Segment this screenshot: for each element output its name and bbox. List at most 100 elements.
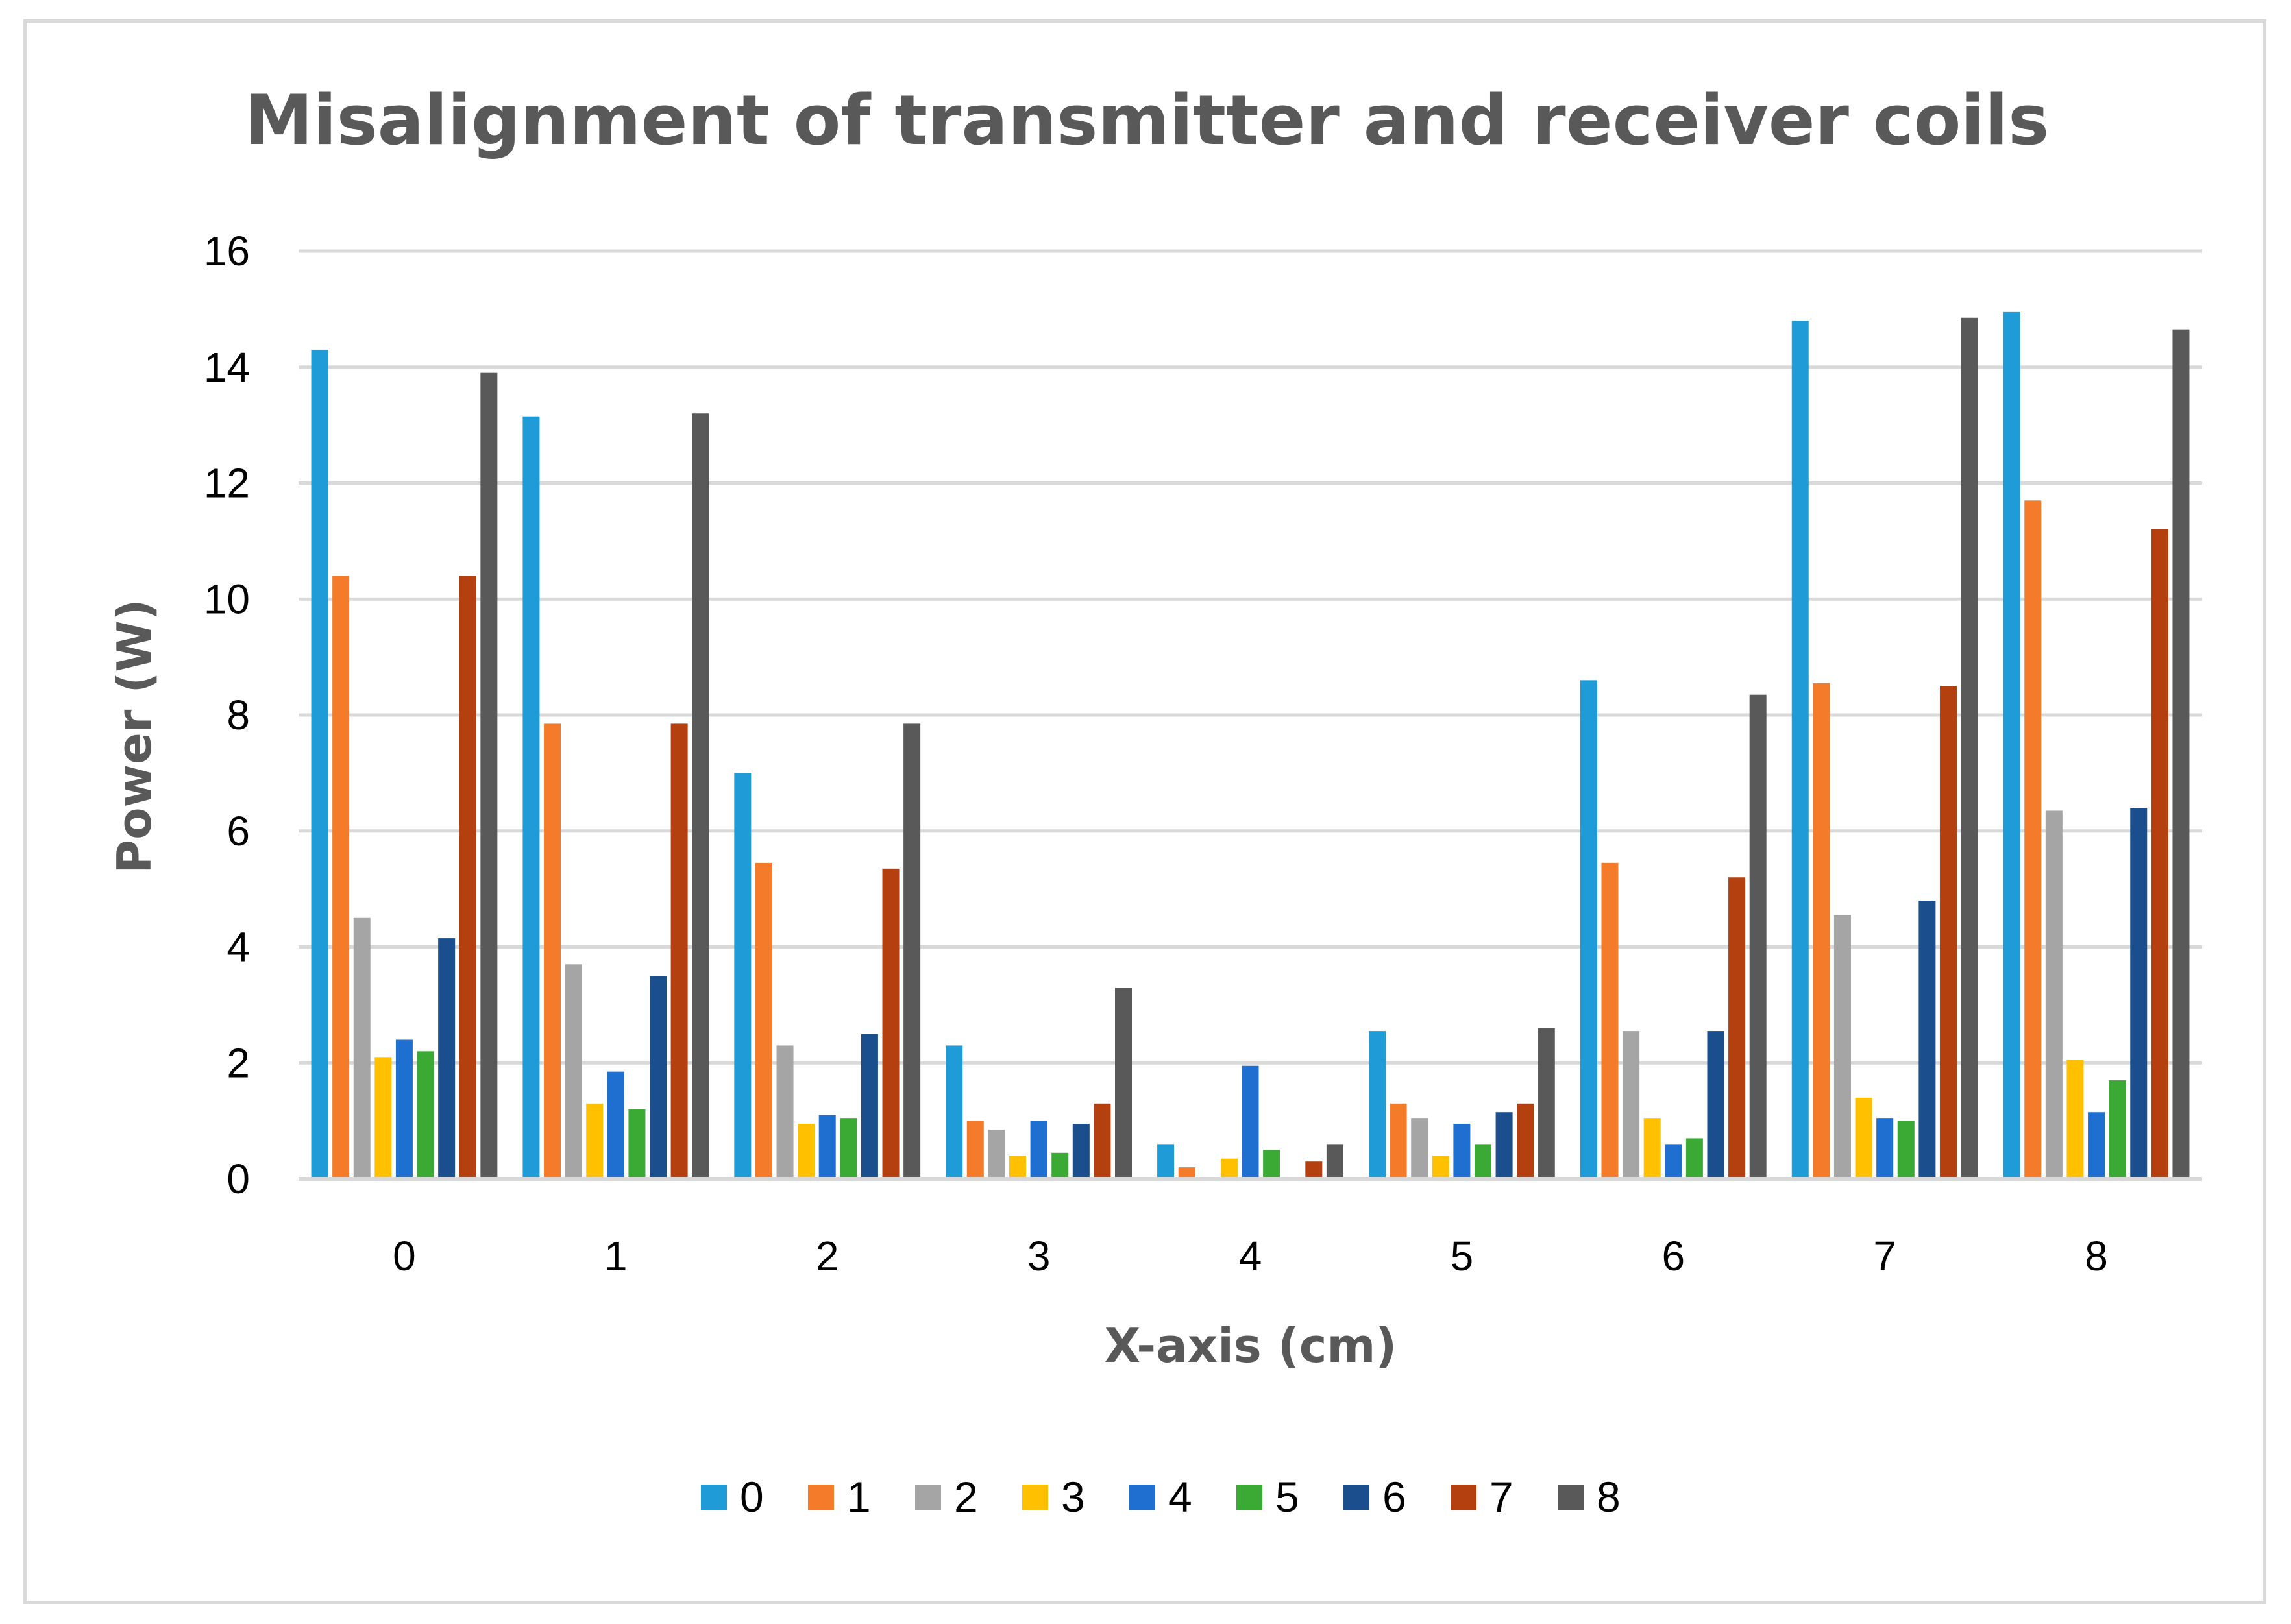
- bar-cat-4-series-4: [1242, 1065, 1259, 1179]
- bar-cat-4-series-7: [1305, 1161, 1323, 1179]
- bar-cat-1-series-8: [692, 413, 709, 1179]
- legend-item-7: 7: [1451, 1473, 1513, 1521]
- legend-label: 1: [847, 1473, 871, 1521]
- bar-cat-8-series-8: [2172, 329, 2190, 1179]
- x-tick-label: 6: [1661, 1233, 1685, 1279]
- bar-cat-3-series-7: [1094, 1103, 1111, 1179]
- bar-cat-0-series-8: [480, 372, 498, 1179]
- legend-swatch: [1022, 1485, 1048, 1510]
- legend-swatch: [1343, 1485, 1369, 1510]
- bar-cat-4-series-8: [1326, 1144, 1343, 1179]
- bar-cat-7-series-1: [1813, 683, 1830, 1179]
- bar-cat-6-series-1: [1601, 862, 1619, 1179]
- bar-cat-6-series-4: [1665, 1144, 1682, 1179]
- bar-cat-8-series-1: [2024, 500, 2042, 1179]
- bar-cat-5-series-7: [1517, 1103, 1534, 1179]
- x-tick-label: 2: [816, 1233, 839, 1279]
- bar-cat-6-series-5: [1685, 1138, 1703, 1179]
- legend-label: 6: [1382, 1473, 1406, 1521]
- bar-cat-1-series-6: [650, 976, 667, 1179]
- bar-cat-4-series-0: [1157, 1144, 1175, 1179]
- bar-cat-5-series-5: [1474, 1144, 1491, 1179]
- bar-cat-1-series-2: [565, 964, 582, 1179]
- bar-cat-6-series-6: [1707, 1031, 1724, 1179]
- bar-cat-6-series-3: [1643, 1118, 1661, 1179]
- bar-cat-6-series-0: [1580, 680, 1597, 1179]
- bar-cat-3-series-3: [1009, 1156, 1027, 1179]
- bar-cat-5-series-2: [1411, 1118, 1428, 1179]
- bars: [311, 311, 2190, 1179]
- bar-cat-3-series-5: [1051, 1152, 1069, 1179]
- bar-cat-0-series-7: [459, 576, 476, 1179]
- bar-cat-8-series-7: [2151, 529, 2168, 1179]
- legend-label: 4: [1168, 1473, 1192, 1521]
- bar-cat-2-series-8: [903, 723, 921, 1179]
- bar-cat-2-series-6: [861, 1034, 878, 1179]
- bar-cat-5-series-4: [1453, 1124, 1471, 1179]
- y-tick-label: 10: [204, 576, 250, 622]
- legend-swatch: [1129, 1485, 1155, 1510]
- legend-item-0: 0: [701, 1473, 764, 1521]
- bar-cat-7-series-4: [1876, 1118, 1894, 1179]
- bar-cat-8-series-6: [2130, 808, 2148, 1179]
- legend-item-4: 4: [1129, 1473, 1192, 1521]
- legend-item-2: 2: [915, 1473, 978, 1521]
- legend-item-1: 1: [808, 1473, 871, 1521]
- bar-cat-2-series-4: [818, 1115, 836, 1179]
- x-tick-label: 5: [1451, 1233, 1474, 1279]
- bar-cat-7-series-5: [1897, 1121, 1915, 1179]
- bar-cat-8-series-4: [2088, 1112, 2105, 1179]
- bar-cat-8-series-5: [2109, 1080, 2126, 1179]
- x-tick-label: 3: [1027, 1233, 1051, 1279]
- bar-cat-8-series-0: [2003, 311, 2020, 1179]
- bar-cat-0-series-0: [311, 349, 328, 1179]
- bar-cat-1-series-0: [522, 416, 540, 1179]
- bar-cat-1-series-4: [607, 1071, 624, 1179]
- y-tick-label: 0: [227, 1156, 250, 1202]
- bar-cat-2-series-7: [882, 868, 900, 1179]
- bar-cat-1-series-1: [544, 723, 561, 1179]
- bar-cat-5-series-0: [1368, 1031, 1386, 1179]
- legend-item-6: 6: [1343, 1473, 1406, 1521]
- bar-cat-8-series-3: [2066, 1060, 2084, 1179]
- x-axis-title: X-axis (cm): [1105, 1318, 1397, 1373]
- bar-cat-0-series-2: [353, 917, 371, 1179]
- legend-label: 0: [740, 1473, 764, 1521]
- legend-swatch: [1451, 1485, 1476, 1510]
- bar-cat-3-series-8: [1115, 988, 1133, 1179]
- bar-cat-4-series-1: [1178, 1167, 1195, 1179]
- bar-cat-8-series-2: [2045, 810, 2063, 1179]
- legend-swatch: [701, 1485, 727, 1510]
- bar-cat-0-series-5: [417, 1051, 434, 1179]
- legend-label: 5: [1275, 1473, 1299, 1521]
- bar-cat-5-series-6: [1495, 1112, 1513, 1179]
- x-tick-label: 4: [1239, 1233, 1262, 1279]
- bar-cat-4-series-3: [1220, 1158, 1238, 1179]
- bar-cat-1-series-3: [586, 1103, 604, 1179]
- bar-cat-7-series-6: [1918, 901, 1936, 1179]
- legend-swatch: [1558, 1485, 1584, 1510]
- y-tick-label: 12: [204, 460, 250, 507]
- bar-cat-2-series-1: [755, 862, 772, 1179]
- bar-cat-7-series-8: [1961, 317, 1978, 1179]
- legend-swatch: [1236, 1485, 1262, 1510]
- y-tick-label: 14: [204, 344, 250, 391]
- y-tick-label: 4: [227, 924, 250, 971]
- bar-cat-3-series-6: [1072, 1124, 1090, 1179]
- legend-label: 3: [1061, 1473, 1085, 1521]
- legend-label: 2: [954, 1473, 978, 1521]
- y-tick-label: 8: [227, 692, 250, 738]
- bar-cat-3-series-4: [1030, 1121, 1047, 1179]
- bar-cat-1-series-5: [628, 1109, 646, 1179]
- bar-cat-2-series-0: [734, 773, 752, 1179]
- x-tick-label: 7: [1873, 1233, 1896, 1279]
- chart-title: Misalignment of transmitter and receiver…: [245, 80, 2049, 160]
- y-tick-label: 2: [227, 1039, 250, 1086]
- legend-item-8: 8: [1558, 1473, 1621, 1521]
- bar-cat-4-series-5: [1263, 1150, 1280, 1179]
- bar-cat-2-series-3: [798, 1124, 815, 1179]
- bar-cat-0-series-3: [374, 1057, 392, 1179]
- chart-frame: [23, 19, 2266, 1604]
